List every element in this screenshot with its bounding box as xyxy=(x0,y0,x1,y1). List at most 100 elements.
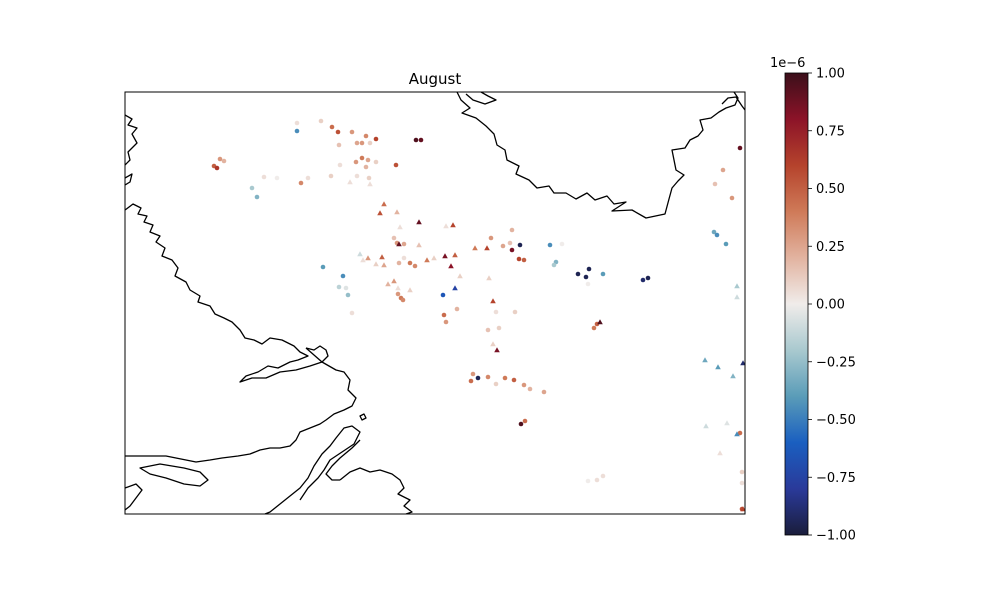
circle-marker xyxy=(254,194,260,200)
circle-marker xyxy=(500,243,506,249)
coastline-labrador xyxy=(125,203,329,383)
circle-marker xyxy=(493,309,499,315)
triangle-marker xyxy=(703,423,709,429)
triangle-marker xyxy=(494,347,500,353)
triangle-marker xyxy=(385,281,391,287)
triangle-marker xyxy=(379,254,385,260)
triangle-marker xyxy=(740,506,745,512)
coastline-greenland xyxy=(456,92,739,219)
circle-marker xyxy=(400,297,406,303)
circle-marker xyxy=(585,281,591,287)
colorbar-tick-label: 0.00 xyxy=(816,298,845,313)
triangle-marker xyxy=(715,364,721,370)
circle-marker xyxy=(349,129,355,135)
circle-marker xyxy=(509,227,515,233)
circle-marker xyxy=(349,310,355,316)
circle-marker xyxy=(527,386,533,392)
circle-marker xyxy=(305,175,311,181)
circle-marker xyxy=(475,375,481,381)
colorbar-tick-label: −0.50 xyxy=(816,413,856,428)
circle-marker xyxy=(249,185,255,191)
circle-marker xyxy=(591,325,597,331)
map-background xyxy=(125,92,745,514)
circle-marker xyxy=(363,164,369,170)
circle-marker xyxy=(488,235,494,241)
triangle-marker xyxy=(347,179,353,185)
circle-marker xyxy=(737,430,743,436)
triangle-marker xyxy=(357,251,363,257)
circle-marker xyxy=(493,381,499,387)
coastline-baffin xyxy=(125,114,138,166)
circle-marker xyxy=(373,159,379,165)
colorbar-tick-label: 1.00 xyxy=(816,67,845,82)
circle-marker xyxy=(739,469,745,475)
triangle-marker xyxy=(396,241,402,247)
triangle-marker xyxy=(484,245,490,251)
triangle-marker xyxy=(734,294,740,300)
triangle-marker xyxy=(395,285,401,291)
triangle-marker xyxy=(472,245,478,251)
circle-marker xyxy=(585,478,591,484)
circle-marker xyxy=(318,118,324,124)
triangle-marker xyxy=(431,255,437,261)
triangle-marker xyxy=(734,283,740,289)
circle-marker xyxy=(366,175,372,181)
triangle-marker xyxy=(391,278,397,284)
circle-marker xyxy=(336,284,342,290)
circle-marker xyxy=(521,382,527,388)
circle-marker xyxy=(502,375,508,381)
circle-marker xyxy=(353,159,359,165)
circle-marker xyxy=(365,157,371,163)
circle-marker xyxy=(294,128,300,134)
circle-marker xyxy=(470,371,476,377)
circle-marker xyxy=(441,312,447,318)
coastline-greenland-inlet xyxy=(465,92,497,105)
triangle-marker xyxy=(490,298,496,304)
chart-title: August xyxy=(409,70,462,88)
circle-marker xyxy=(485,327,491,333)
triangle-marker xyxy=(452,252,458,258)
circle-marker xyxy=(541,389,547,395)
triangle-marker xyxy=(457,273,463,279)
circle-marker xyxy=(509,247,515,253)
circle-marker xyxy=(337,162,343,168)
circle-marker xyxy=(559,241,565,247)
coastline-newfoundland xyxy=(264,425,361,514)
triangle-marker xyxy=(443,223,449,229)
map-area xyxy=(125,92,745,514)
triangle-marker xyxy=(373,261,379,267)
circle-marker xyxy=(729,195,735,201)
circle-marker xyxy=(521,257,527,263)
triangle-marker xyxy=(407,287,413,293)
triangle-marker xyxy=(367,181,373,187)
triangle-marker xyxy=(450,222,456,228)
circle-marker xyxy=(373,136,379,142)
circle-marker xyxy=(516,256,522,262)
colorbar-tick-label: 0.75 xyxy=(816,124,845,139)
circle-marker xyxy=(393,162,399,168)
triangle-marker xyxy=(424,257,430,263)
circle-marker xyxy=(575,271,581,277)
colorbar-exponent: 1e−6 xyxy=(770,56,805,71)
circle-marker xyxy=(340,273,346,279)
circle-marker xyxy=(512,309,518,315)
circle-marker xyxy=(714,232,720,238)
circle-marker xyxy=(440,292,446,298)
circle-marker xyxy=(328,173,334,179)
triangle-marker xyxy=(397,224,403,230)
circle-marker xyxy=(354,140,360,146)
circle-marker xyxy=(367,140,373,146)
circle-marker xyxy=(345,292,351,298)
circle-marker xyxy=(407,260,413,266)
colorbar-tick-label: −0.25 xyxy=(816,355,856,370)
circle-marker xyxy=(294,120,300,126)
coastline-labrador-east xyxy=(125,347,357,463)
map-frame xyxy=(124,91,746,515)
circle-marker xyxy=(412,263,418,269)
circle-marker xyxy=(401,255,407,261)
circle-marker xyxy=(600,473,606,479)
colorbar: 1e−6 1.00 0.75 0.50 0.25 0.00 −0.25 −0.50 −0.75… xyxy=(770,56,856,544)
coastline-newfoundland-east xyxy=(339,467,413,514)
triangle-marker xyxy=(381,201,387,207)
circle-marker xyxy=(711,229,717,235)
